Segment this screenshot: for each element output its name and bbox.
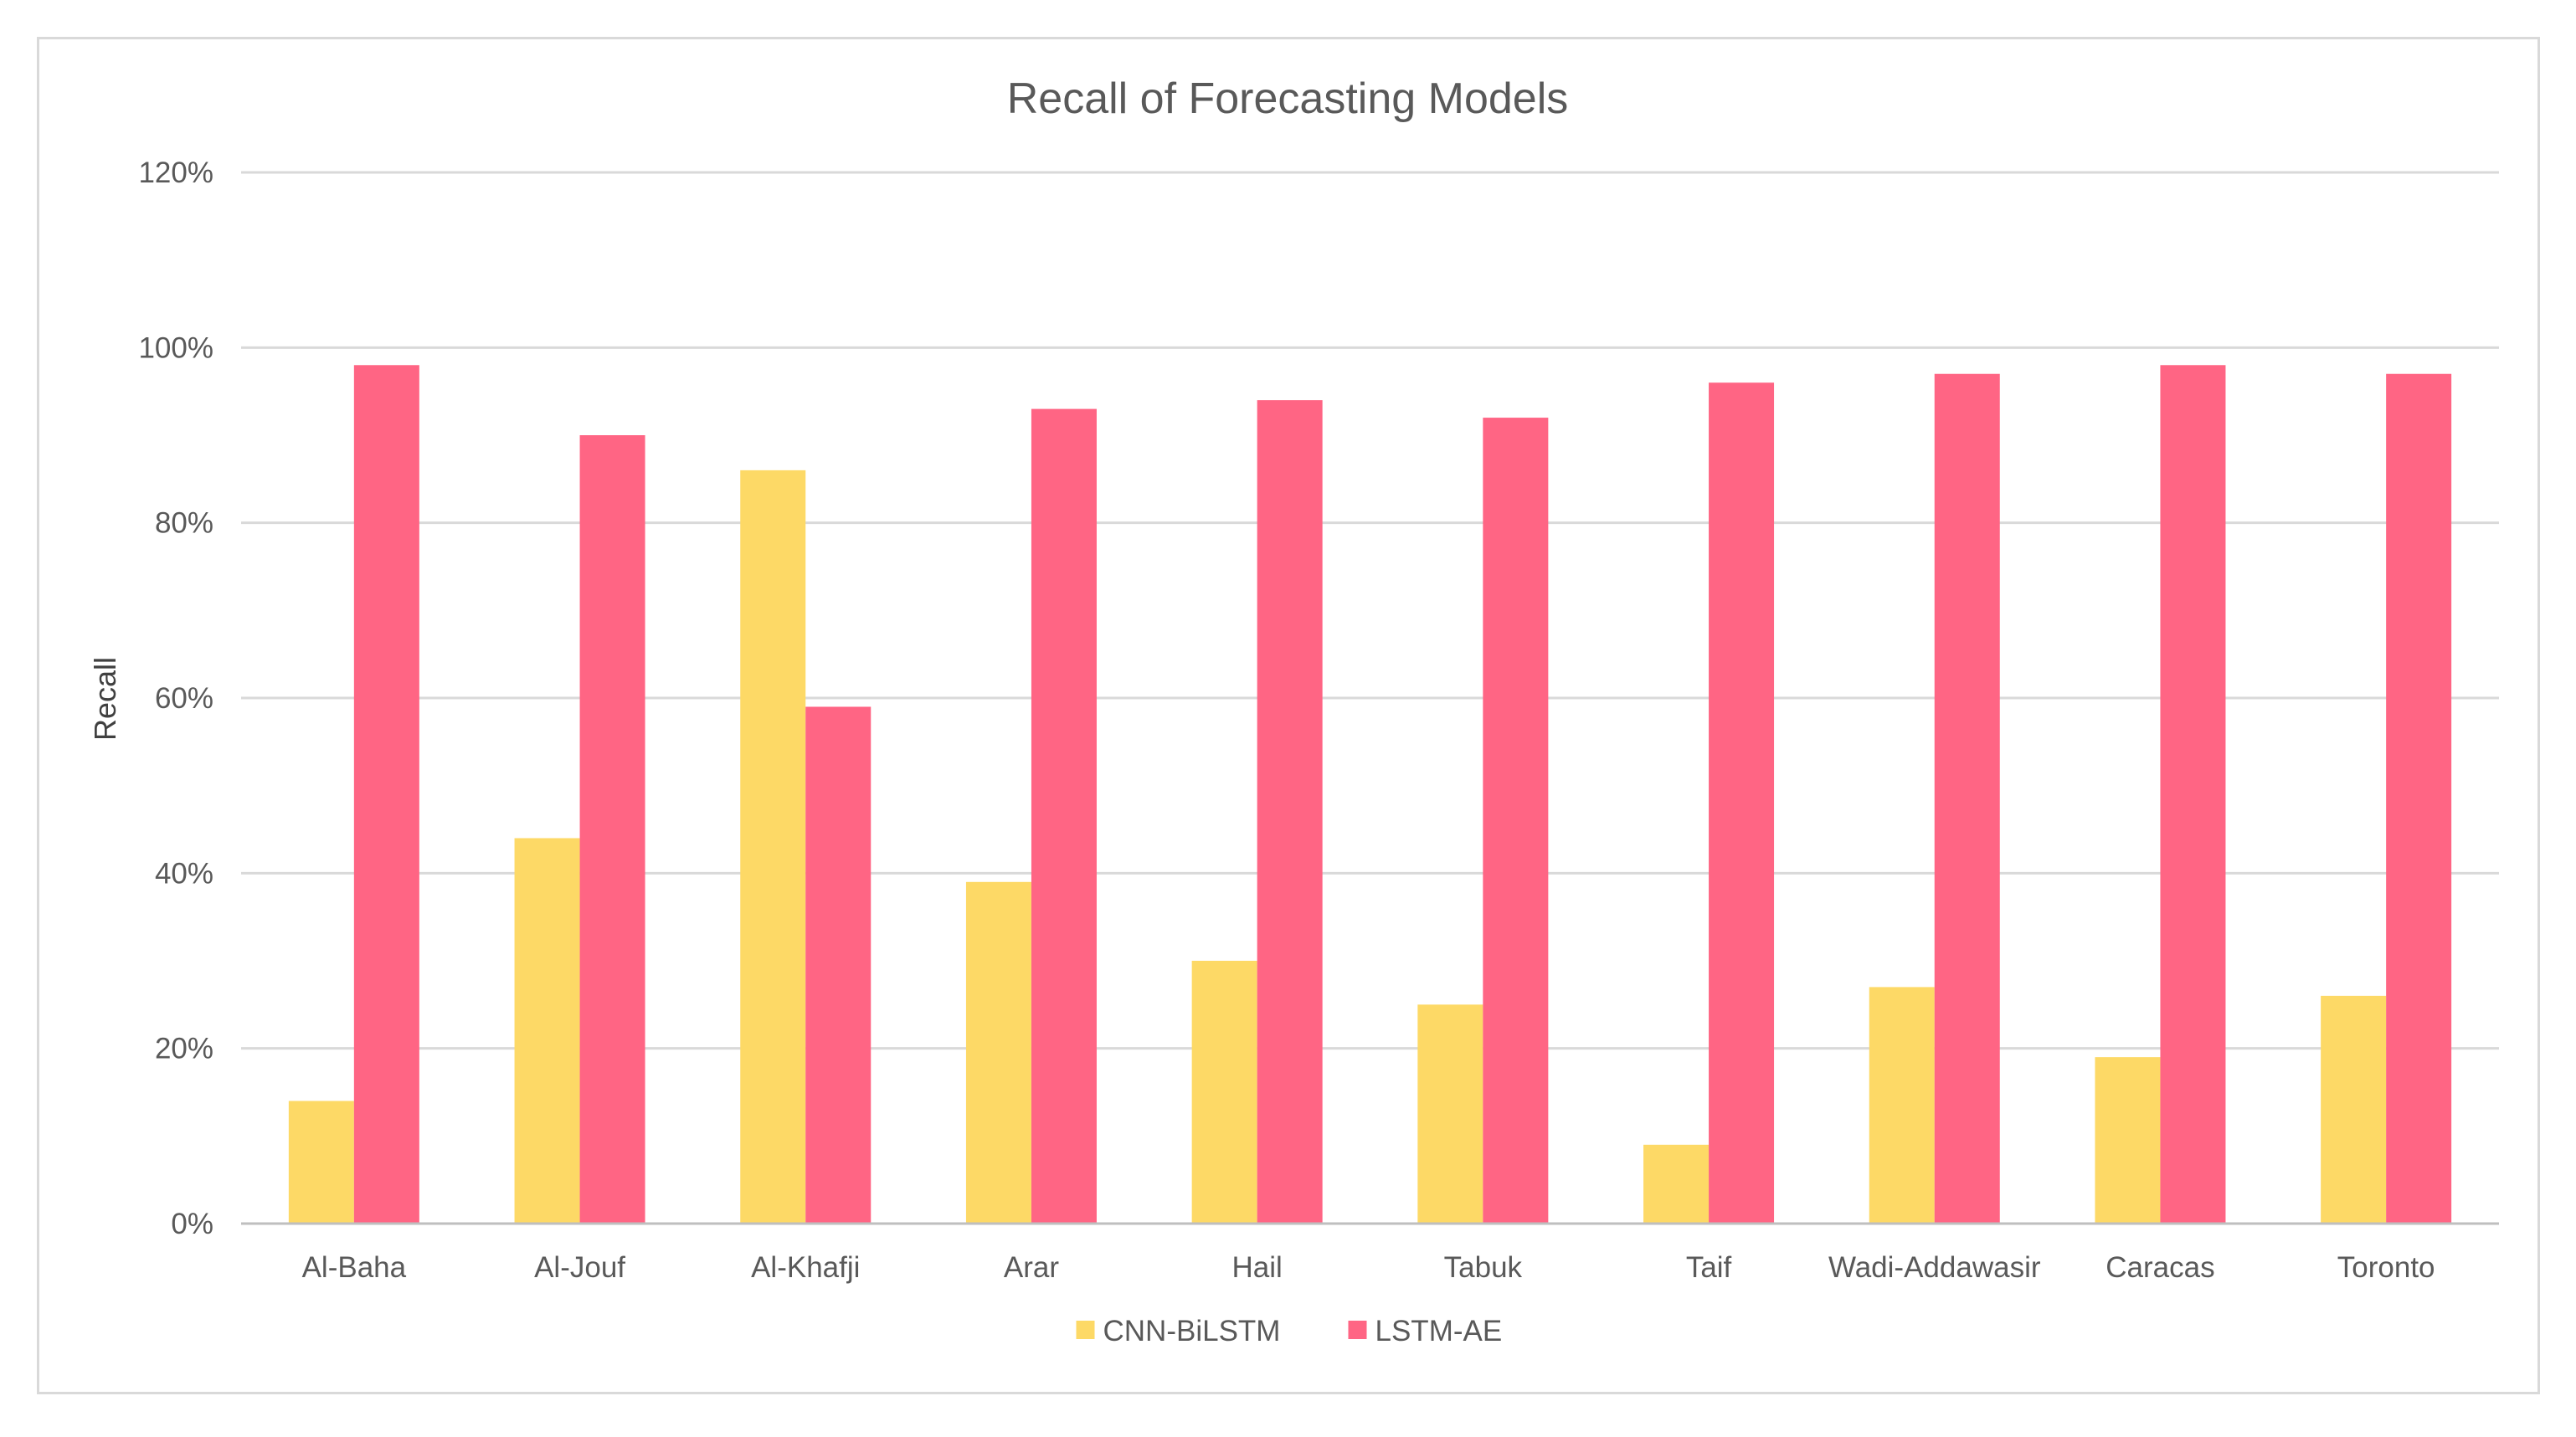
y-tick-label: 20%: [155, 1033, 213, 1065]
legend-swatch-cnn-bilstm: [1076, 1321, 1095, 1339]
bar-lstm-ae-al-khafji: [805, 706, 872, 1224]
x-tick-label: Caracas: [2106, 1251, 2214, 1284]
bar-cnn-bilstm-toronto: [2321, 995, 2387, 1224]
bar-lstm-ae-arar: [1031, 408, 1097, 1224]
bar-lstm-ae-toronto: [2386, 373, 2452, 1224]
bar-lstm-ae-al-jouf: [579, 435, 645, 1224]
x-tick-label: Al-Baha: [302, 1251, 407, 1284]
bar-lstm-ae-tabuk: [1483, 418, 1549, 1224]
legend-label: CNN-BiLSTM: [1103, 1315, 1281, 1347]
y-tick-label: 0%: [171, 1208, 213, 1240]
bar-cnn-bilstm-tabuk: [1417, 1004, 1483, 1224]
x-tick-label: Al-Khafji: [751, 1251, 860, 1284]
y-axis-ticks: 0% 20% 40% 60% 80% 100% 120%: [138, 157, 213, 1240]
x-tick-label: Tabuk: [1444, 1251, 1523, 1284]
bar-lstm-ae-hail: [1257, 400, 1323, 1224]
x-axis-ticks: Al-Baha Al-Jouf Al-Khafji Arar Hail Tabuk Taif…: [302, 1251, 2435, 1284]
bar-lstm-ae-caracas: [2160, 365, 2226, 1224]
bar-lstm-ae-al-baha: [353, 365, 419, 1224]
bar-cnn-bilstm-al-jouf: [514, 838, 580, 1224]
bar-cnn-bilstm-caracas: [2095, 1057, 2161, 1224]
y-tick-label: 80%: [155, 507, 213, 540]
bar-cnn-bilstm-al-khafji: [740, 470, 806, 1224]
legend: CNN-BiLSTM LSTM-AE: [1076, 1315, 1503, 1347]
x-tick-label: Toronto: [2337, 1251, 2435, 1284]
y-tick-label: 60%: [155, 682, 213, 715]
bar-cnn-bilstm-hail: [1191, 961, 1257, 1224]
x-tick-label: Al-Jouf: [534, 1251, 625, 1284]
y-axis-title: Recall: [88, 657, 122, 741]
bar-cnn-bilstm-al-baha: [288, 1101, 354, 1224]
chart-title: Recall of Forecasting Models: [1007, 74, 1569, 123]
legend-swatch-lstm-ae: [1348, 1321, 1367, 1339]
x-tick-label: Hail: [1232, 1251, 1283, 1284]
x-tick-label: Taif: [1686, 1251, 1732, 1284]
bars: [241, 365, 2499, 1225]
y-tick-label: 120%: [138, 157, 213, 189]
x-tick-label: Wadi-Addawasir: [1828, 1251, 2041, 1284]
y-tick-label: 40%: [155, 857, 213, 890]
legend-label: LSTM-AE: [1375, 1315, 1503, 1347]
bar-cnn-bilstm-taif: [1643, 1144, 1710, 1224]
bar-lstm-ae-wadi-addawasir: [1934, 373, 2000, 1224]
bar-cnn-bilstm-arar: [965, 881, 1031, 1224]
y-tick-label: 100%: [138, 331, 213, 364]
bar-cnn-bilstm-wadi-addawasir: [1869, 987, 1935, 1224]
x-tick-label: Arar: [1004, 1251, 1059, 1284]
bar-lstm-ae-taif: [1709, 382, 1775, 1224]
